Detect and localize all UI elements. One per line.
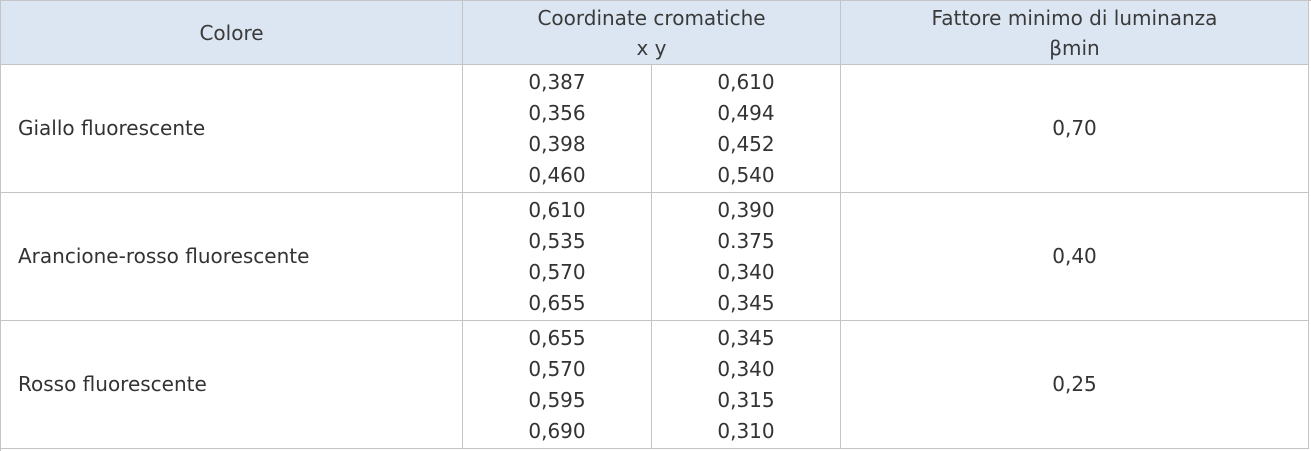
y-cell: 0,610 0,494 0,452 0,540 [652, 65, 841, 193]
header-text: Fattore minimo di luminanza [931, 5, 1218, 30]
y-value: 0,452 [717, 131, 775, 156]
x-value: 0,356 [528, 100, 586, 125]
beta-cell: 0,70 [841, 65, 1309, 193]
x-value: 0,535 [528, 228, 586, 253]
y-value: 0,310 [717, 418, 775, 443]
color-name: Giallo fluorescente [18, 116, 206, 140]
y-value: 0.375 [717, 228, 775, 253]
header-cell: Coordinate cromatiche x y [463, 1, 841, 65]
color-cell: Arancione-rosso fluorescente [1, 193, 463, 321]
beta-value: 0,40 [1052, 244, 1097, 268]
beta-cell: 0,40 [841, 193, 1309, 321]
header-text: βmin [1049, 35, 1100, 60]
y-value: 0,540 [717, 162, 775, 187]
x-value: 0,460 [528, 162, 586, 187]
beta-value: 0,25 [1052, 372, 1097, 396]
y-value: 0,340 [717, 356, 775, 381]
x-value: 0,570 [528, 356, 586, 381]
color-name: Arancione-rosso fluorescente [18, 244, 310, 268]
y-value: 0,610 [717, 69, 775, 94]
y-cell: 0,345 0,340 0,315 0,310 [652, 321, 841, 449]
y-value: 0,494 [717, 100, 775, 125]
color-cell: Giallo fluorescente [1, 65, 463, 193]
y-value: 0,345 [717, 290, 775, 315]
x-cell: 0,387 0,356 0,398 0,460 [463, 65, 652, 193]
header-text: x y [636, 35, 667, 60]
x-value: 0,610 [528, 197, 586, 222]
header-text: Colore [199, 20, 264, 45]
x-value: 0,398 [528, 131, 586, 156]
x-value: 0,387 [528, 69, 586, 94]
x-value: 0,655 [528, 290, 586, 315]
header-text: Coordinate cromatiche [537, 5, 766, 30]
y-value: 0,340 [717, 259, 775, 284]
beta-value: 0,70 [1052, 116, 1097, 140]
x-value: 0,570 [528, 259, 586, 284]
y-value: 0,345 [717, 325, 775, 350]
x-cell: 0,655 0,570 0,595 0,690 [463, 321, 652, 449]
y-value: 0,390 [717, 197, 775, 222]
y-value: 0,315 [717, 387, 775, 412]
x-cell: 0,610 0,535 0,570 0,655 [463, 193, 652, 321]
color-name: Rosso fluorescente [18, 372, 207, 396]
header-cell: Fattore minimo di luminanza βmin [841, 1, 1309, 65]
x-value: 0,595 [528, 387, 586, 412]
header-cell: Colore [1, 1, 463, 65]
beta-cell: 0,25 [841, 321, 1309, 449]
color-cell: Rosso fluorescente [1, 321, 463, 449]
x-value: 0,690 [528, 418, 586, 443]
y-cell: 0,390 0.375 0,340 0,345 [652, 193, 841, 321]
x-value: 0,655 [528, 325, 586, 350]
